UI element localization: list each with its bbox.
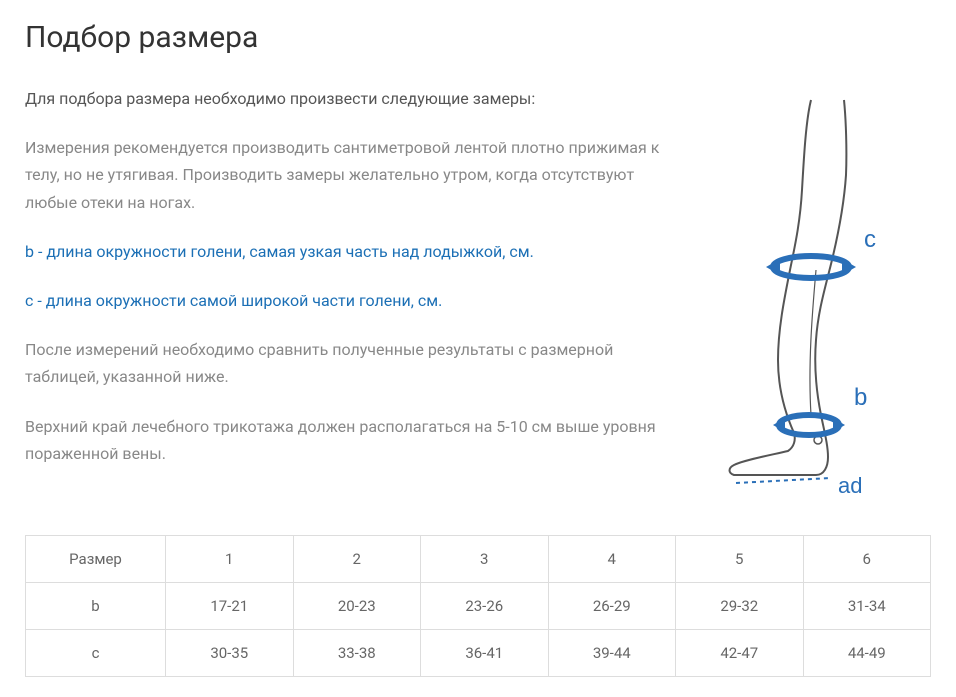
leg-svg: c b ad bbox=[716, 95, 916, 495]
c-ring bbox=[773, 256, 849, 278]
table-header-cell: 2 bbox=[293, 536, 421, 583]
table-header-label: Размер bbox=[26, 536, 166, 583]
after-text: После измерений необходимо сравнить полу… bbox=[25, 336, 681, 390]
table-cell: 17-21 bbox=[166, 583, 294, 630]
text-column: Для подбора размера необходимо произвест… bbox=[25, 85, 681, 495]
table-row-label: c bbox=[26, 630, 166, 677]
diagram-label-c: c bbox=[864, 226, 876, 253]
size-table: Размер123456b17-2120-2323-2626-2929-3231… bbox=[25, 535, 931, 677]
top-edge-text: Верхний край лечебного трикотажа должен … bbox=[25, 413, 681, 467]
lead-text: Для подбора размера необходимо произвест… bbox=[25, 85, 681, 112]
table-cell: 29-32 bbox=[676, 583, 804, 630]
table-header-cell: 5 bbox=[676, 536, 804, 583]
table-cell: 36-41 bbox=[421, 630, 549, 677]
instruction-text: Измерения рекомендуется производить сант… bbox=[25, 134, 681, 216]
diagram-label-ad: ad bbox=[838, 473, 862, 495]
table-cell: 42-47 bbox=[676, 630, 804, 677]
table-row-label: b bbox=[26, 583, 166, 630]
table-cell: 33-38 bbox=[293, 630, 421, 677]
table-row: b17-2120-2323-2626-2929-3231-34 bbox=[26, 583, 931, 630]
table-header-cell: 6 bbox=[803, 536, 931, 583]
table-cell: 39-44 bbox=[548, 630, 676, 677]
table-cell: 20-23 bbox=[293, 583, 421, 630]
table-row: c30-3533-3836-4139-4442-4744-49 bbox=[26, 630, 931, 677]
page-title: Подбор размера bbox=[25, 20, 931, 55]
table-header-row: Размер123456 bbox=[26, 536, 931, 583]
table-header-cell: 3 bbox=[421, 536, 549, 583]
measure-c-desc: - длина окружности самой широкой части г… bbox=[33, 291, 442, 310]
b-ring bbox=[779, 415, 839, 435]
ad-dash-line bbox=[736, 478, 831, 483]
table-cell: 30-35 bbox=[166, 630, 294, 677]
measure-b-line: b - длина окружности голени, самая узкая… bbox=[25, 238, 681, 265]
leg-diagram: c b ad bbox=[701, 85, 931, 495]
diagram-label-b: b bbox=[854, 384, 867, 411]
content-row: Для подбора размера необходимо произвест… bbox=[25, 85, 931, 495]
measure-c-line: c - длина окружности самой широкой части… bbox=[25, 287, 681, 314]
table-cell: 23-26 bbox=[421, 583, 549, 630]
table-cell: 31-34 bbox=[803, 583, 931, 630]
measure-b-desc: - длина окружности голени, самая узкая ч… bbox=[34, 242, 534, 261]
table-cell: 44-49 bbox=[803, 630, 931, 677]
measure-b-letter: b bbox=[25, 242, 34, 261]
table-header-cell: 4 bbox=[548, 536, 676, 583]
table-cell: 26-29 bbox=[548, 583, 676, 630]
table-header-cell: 1 bbox=[166, 536, 294, 583]
